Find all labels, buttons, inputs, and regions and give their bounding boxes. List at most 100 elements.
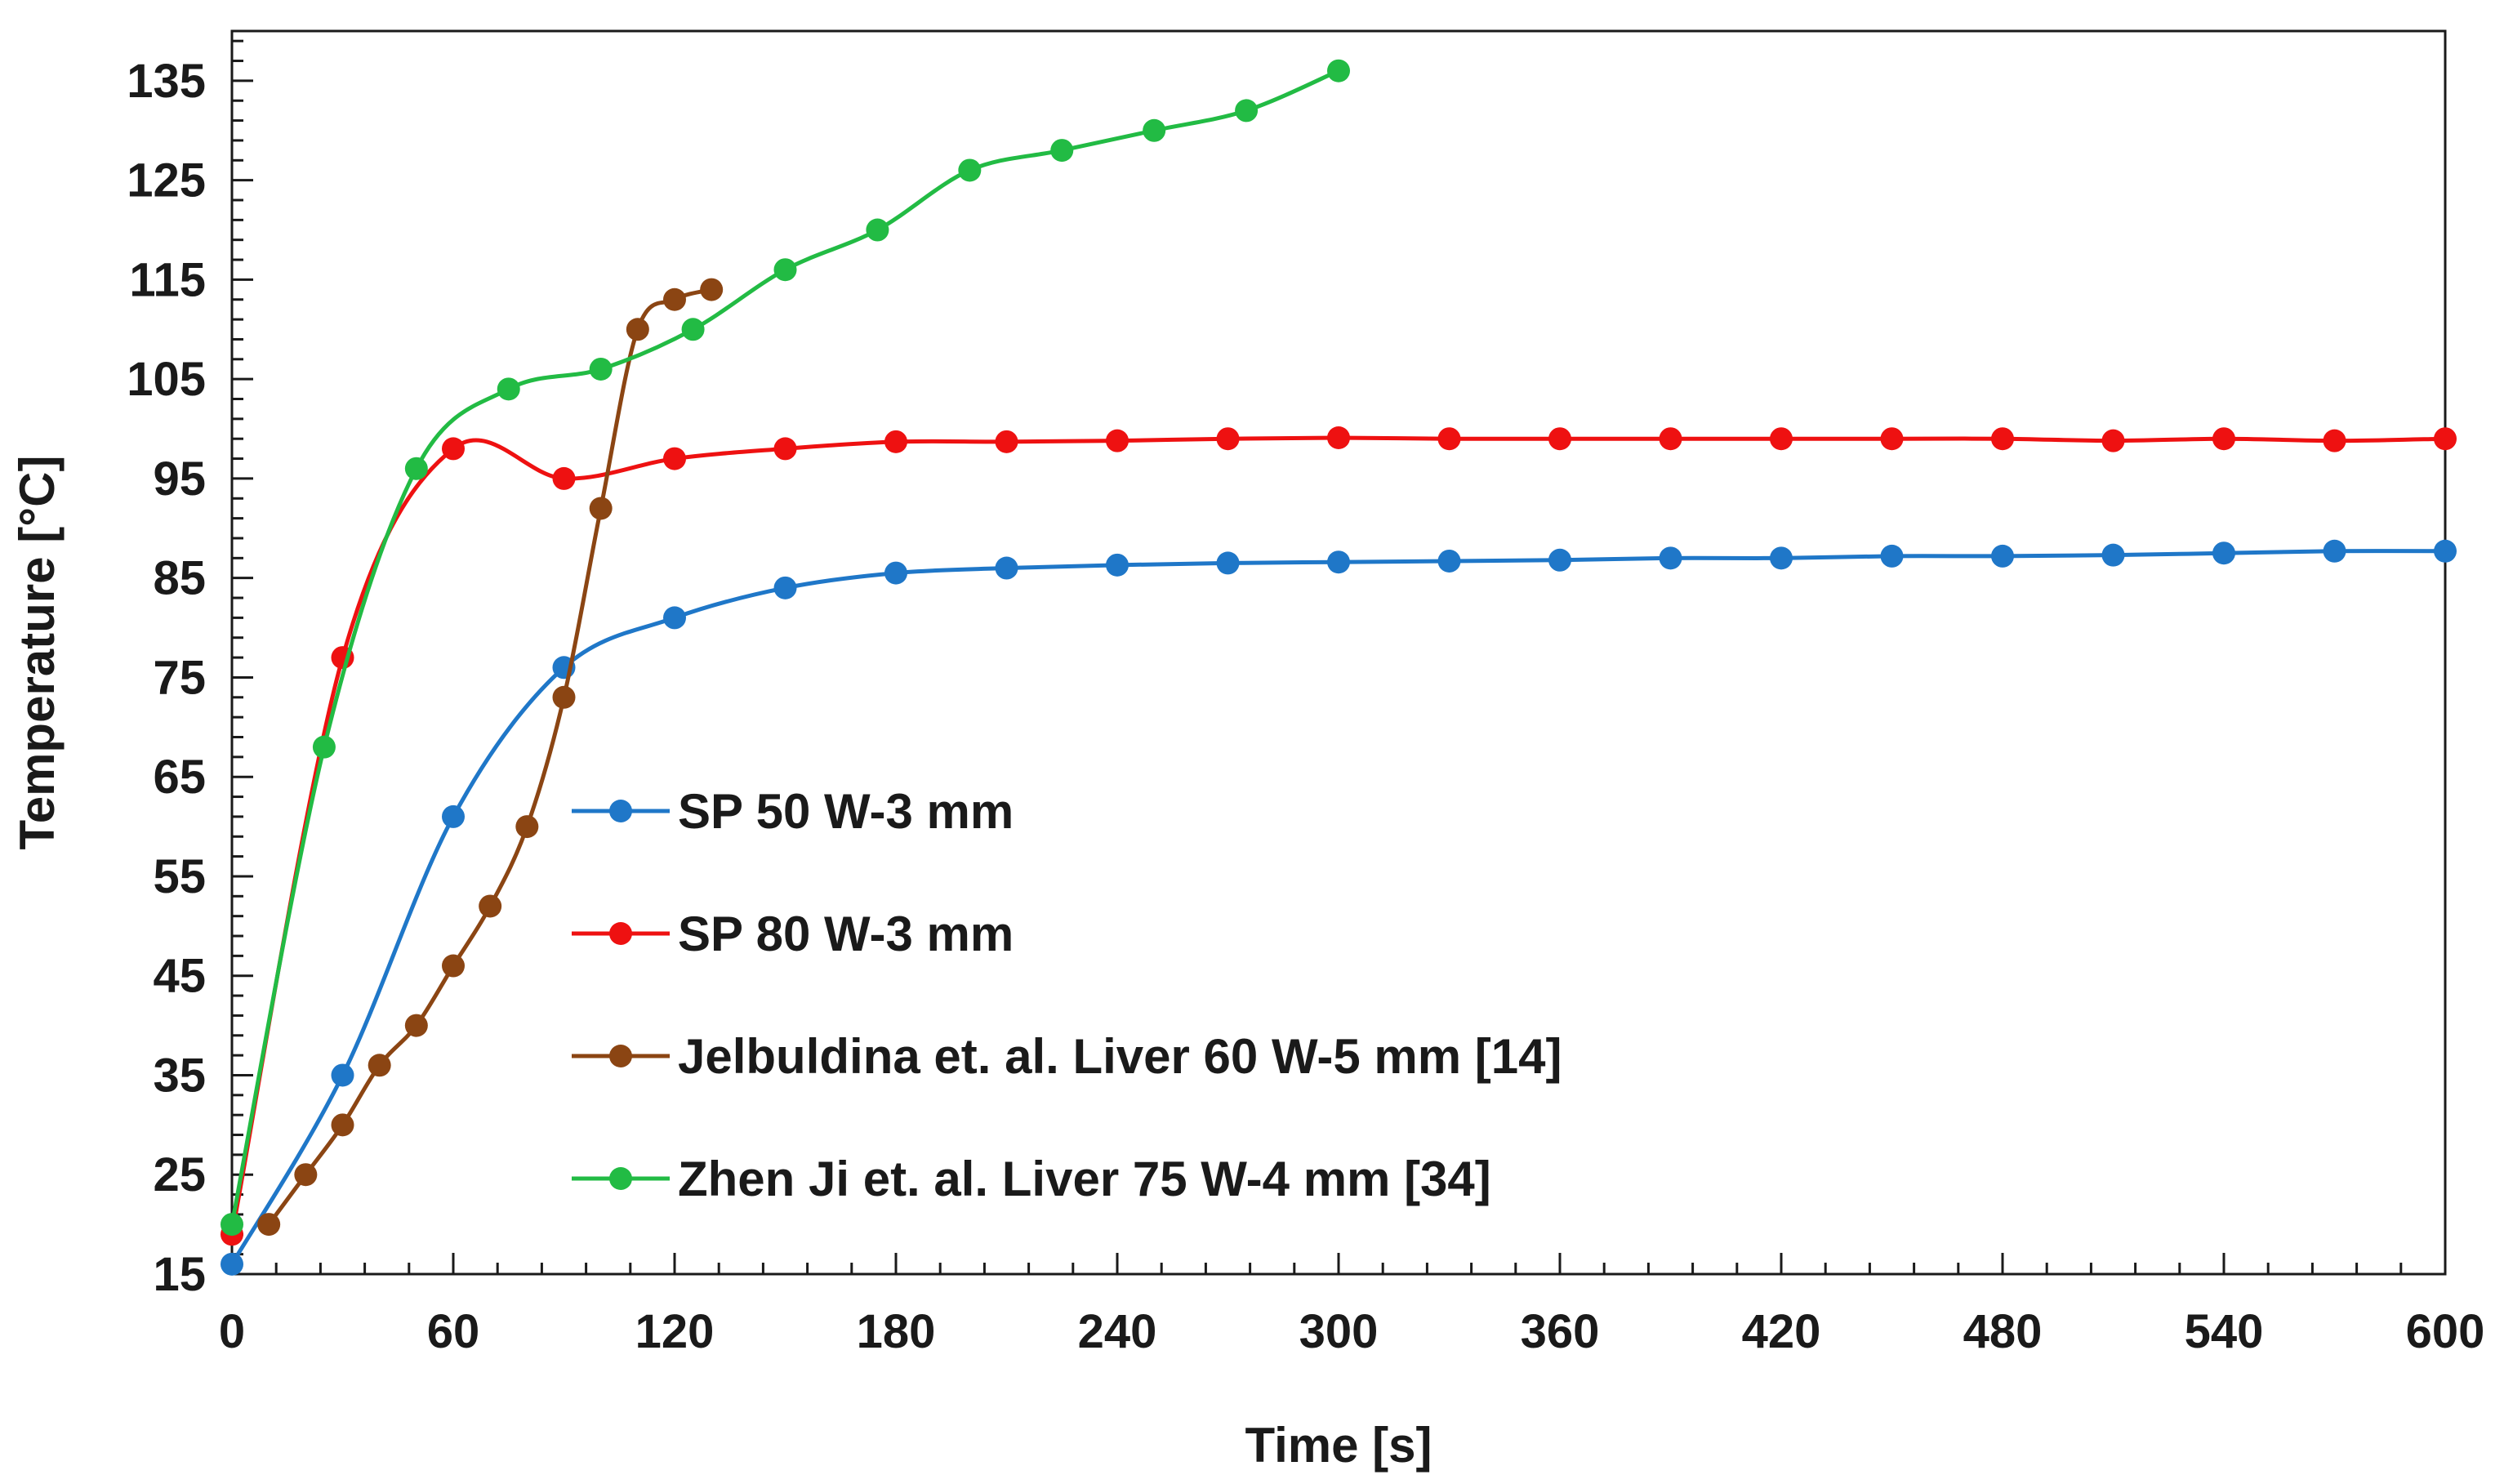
legend-marker xyxy=(609,922,632,945)
legend-marker xyxy=(609,800,632,822)
x-tick-label: 420 xyxy=(1742,1305,1821,1358)
data-point xyxy=(294,1163,318,1187)
data-point xyxy=(884,430,907,453)
x-tick-label: 480 xyxy=(1963,1305,2043,1358)
y-tick-label: 25 xyxy=(153,1148,206,1201)
data-point xyxy=(884,561,907,585)
legend-label: Jelbuldina et. al. Liver 60 W-5 mm [14] xyxy=(678,1029,1562,1084)
data-point xyxy=(1991,427,2014,451)
data-point xyxy=(2212,541,2235,565)
legend-entry: Jelbuldina et. al. Liver 60 W-5 mm [14] xyxy=(572,1029,1562,1084)
series-1 xyxy=(221,539,2457,1276)
data-point xyxy=(1216,551,1240,575)
series-3 xyxy=(257,278,724,1237)
data-point xyxy=(1106,553,1129,577)
legend-entry: SP 50 W-3 mm xyxy=(572,784,1014,839)
data-point xyxy=(2101,429,2125,452)
data-point xyxy=(2212,427,2235,451)
y-tick-label: 15 xyxy=(153,1248,206,1301)
data-point xyxy=(497,377,520,401)
data-point xyxy=(1050,139,1074,163)
data-point xyxy=(1548,548,1571,572)
y-tick-label: 95 xyxy=(153,452,206,506)
data-point xyxy=(1106,429,1129,452)
data-point xyxy=(368,1054,391,1077)
data-point xyxy=(1327,59,1350,82)
data-point xyxy=(331,1063,354,1087)
series-line xyxy=(229,69,1339,1225)
data-point xyxy=(1235,99,1259,123)
x-tick-label: 540 xyxy=(2185,1305,2264,1358)
x-axis-title: Time [s] xyxy=(1245,1418,1432,1473)
data-point xyxy=(552,466,576,490)
data-point xyxy=(995,556,1018,580)
data-point xyxy=(1659,546,1682,570)
legend-label: Zhen Ji et. al. Liver 75 W-4 mm [34] xyxy=(678,1152,1491,1206)
x-tick-label: 240 xyxy=(1078,1305,1157,1358)
data-point xyxy=(442,437,465,461)
data-point xyxy=(515,815,539,839)
axes: 15 25 35 45 55 65 75 85 95 105 115 125 135 0 60 120 180 2… xyxy=(127,29,2484,1358)
y-tick-label: 85 xyxy=(153,552,206,605)
y-tick-label: 115 xyxy=(129,253,206,306)
data-point xyxy=(442,804,465,828)
y-tick-label: 75 xyxy=(153,651,206,704)
data-point xyxy=(1327,426,1350,449)
data-point xyxy=(404,457,428,480)
series-line xyxy=(229,549,2446,1266)
data-point xyxy=(589,497,613,520)
data-point xyxy=(1880,544,1904,568)
data-point xyxy=(2434,427,2457,451)
data-point xyxy=(866,218,889,242)
data-point xyxy=(1143,118,1166,142)
data-point xyxy=(552,685,576,709)
data-point xyxy=(1770,546,1793,570)
data-point xyxy=(257,1213,281,1237)
data-point xyxy=(1659,427,1682,451)
legend-entry: SP 80 W-3 mm xyxy=(572,907,1014,961)
data-point xyxy=(1548,427,1571,451)
data-point xyxy=(1770,427,1793,451)
data-point xyxy=(663,606,686,630)
y-tick-label: 105 xyxy=(127,353,206,406)
data-point xyxy=(2323,429,2346,452)
data-point xyxy=(221,1213,243,1237)
data-point xyxy=(2101,543,2125,567)
legend-label: SP 50 W-3 mm xyxy=(678,784,1014,839)
data-point xyxy=(700,278,724,301)
x-tick-label: 360 xyxy=(1521,1305,1600,1358)
series-4 xyxy=(221,59,1350,1237)
y-tick-label: 125 xyxy=(127,154,206,207)
legend-label: SP 80 W-3 mm xyxy=(678,907,1014,961)
data-point xyxy=(1216,427,1240,451)
data-point xyxy=(404,1014,428,1037)
y-tick-label: 65 xyxy=(153,751,206,804)
data-point xyxy=(2434,539,2457,563)
x-tick-label: 180 xyxy=(857,1305,936,1358)
data-point xyxy=(663,447,686,470)
data-point xyxy=(773,258,797,282)
data-point xyxy=(1437,427,1461,451)
y-axis-title: Temperature [°C] xyxy=(10,456,65,850)
y-tick-label: 55 xyxy=(153,850,206,903)
x-tick-label: 60 xyxy=(427,1305,480,1358)
data-point xyxy=(995,430,1018,453)
data-point xyxy=(2323,539,2346,563)
data-point xyxy=(1880,427,1904,451)
y-tick-label: 35 xyxy=(153,1049,206,1102)
legend-marker xyxy=(609,1167,632,1190)
y-tick-label: 135 xyxy=(127,55,206,108)
data-point xyxy=(958,158,982,182)
data-point xyxy=(1437,549,1461,573)
series-layer xyxy=(221,59,2457,1276)
x-tick-label: 300 xyxy=(1299,1305,1379,1358)
data-point xyxy=(681,318,705,341)
data-point xyxy=(331,1113,354,1137)
data-point xyxy=(442,954,465,978)
series-line xyxy=(267,287,712,1226)
legend-marker xyxy=(609,1045,632,1067)
x-tick-label: 120 xyxy=(635,1305,715,1358)
x-tick-label: 0 xyxy=(219,1305,245,1358)
